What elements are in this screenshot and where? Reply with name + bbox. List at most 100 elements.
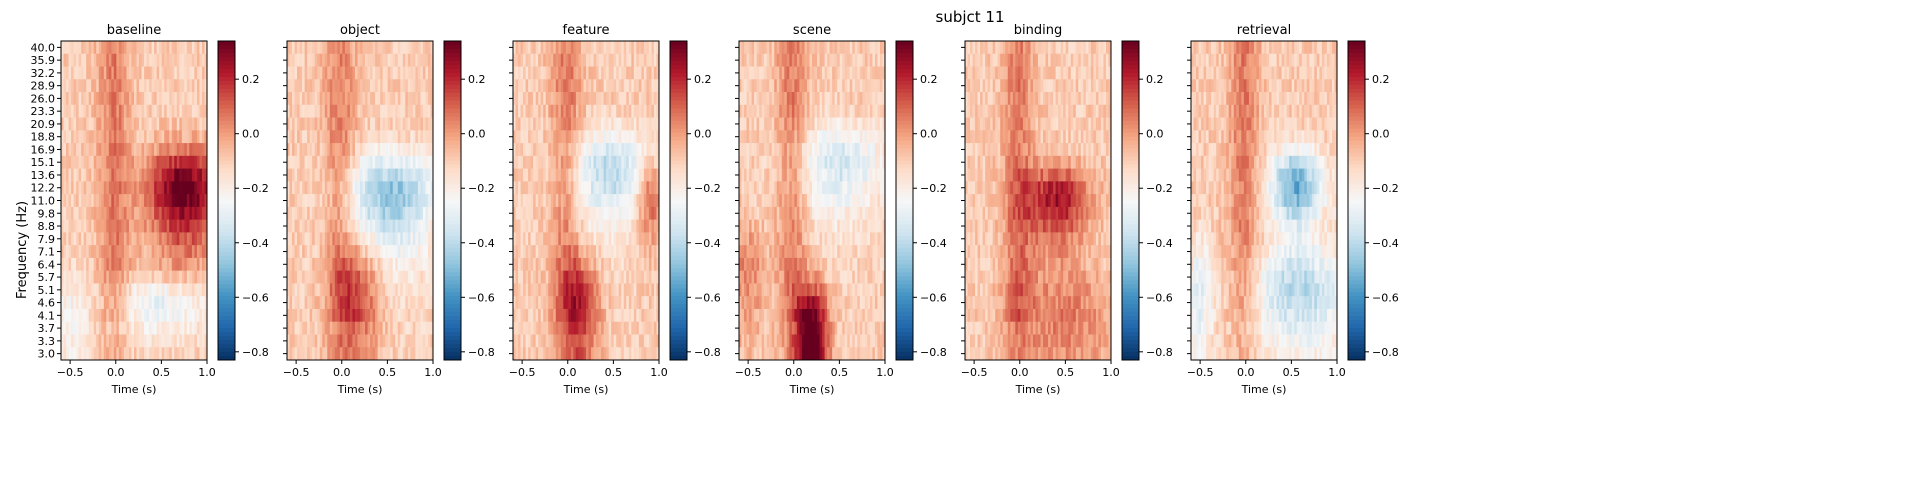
heatmap-cell — [570, 104, 574, 118]
heatmap-cell — [93, 308, 97, 323]
heatmap-cell — [174, 194, 178, 208]
heatmap-cell — [68, 347, 72, 361]
heatmap-cell — [741, 79, 745, 93]
heatmap-cell — [322, 334, 326, 348]
heatmap-cell — [134, 270, 137, 284]
heatmap-cell — [362, 143, 366, 157]
heatmap-cell — [141, 66, 145, 80]
heatmap-cell — [402, 232, 406, 246]
colorbar-segment — [444, 41, 461, 46]
heatmap-cell — [342, 296, 346, 310]
heatmap-cell — [136, 194, 140, 208]
heatmap-cell — [151, 194, 155, 208]
heatmap-cell — [400, 321, 404, 335]
heatmap-cell — [621, 245, 625, 259]
heatmap-cell — [377, 347, 381, 361]
heatmap-cell — [586, 104, 589, 118]
heatmap-cell — [525, 347, 529, 361]
heatmap-cell — [334, 219, 338, 233]
heatmap-cell — [515, 194, 519, 208]
heatmap-cell — [606, 168, 610, 182]
x-tick-label: 0.5 — [153, 366, 171, 379]
heatmap-cell — [575, 194, 579, 208]
heatmap-cell — [329, 347, 333, 361]
colorbar-segment — [670, 280, 687, 285]
heatmap-cell — [111, 41, 115, 55]
heatmap-cell — [412, 117, 416, 131]
heatmap-cell — [96, 194, 100, 208]
heatmap-cell — [812, 41, 815, 55]
heatmap-cell — [184, 334, 188, 348]
heatmap-cell — [643, 245, 647, 259]
heatmap-cell — [302, 257, 306, 272]
heatmap-cell — [568, 143, 572, 157]
heatmap-cell — [628, 194, 632, 208]
heatmap-cell — [309, 257, 313, 272]
heatmap-cell — [601, 232, 605, 246]
heatmap-cell — [543, 321, 547, 335]
heatmap-cell — [121, 168, 125, 182]
heatmap-cell — [513, 194, 516, 208]
heatmap-cell — [626, 104, 630, 118]
heatmap-cell — [427, 206, 431, 221]
heatmap-cell — [342, 194, 346, 208]
heatmap-cell — [586, 194, 589, 208]
heatmap-cell — [651, 245, 655, 259]
heatmap-cell — [199, 232, 203, 246]
heatmap-cell — [146, 130, 150, 144]
heatmap-cell — [402, 257, 406, 272]
colorbar-segment — [670, 232, 687, 237]
heatmap-cell — [646, 41, 650, 55]
heatmap-cell — [319, 283, 323, 297]
heatmap-cell — [779, 41, 783, 55]
heatmap-cell — [616, 143, 620, 157]
heatmap-cell — [179, 296, 183, 310]
heatmap-cell — [98, 283, 102, 297]
colorbar-segment — [218, 220, 235, 225]
heatmap-cell — [538, 194, 542, 208]
heatmap-cell — [420, 321, 424, 335]
heatmap-cell — [633, 245, 637, 259]
heatmap-cell — [420, 130, 424, 144]
heatmap-cell — [103, 181, 107, 195]
heatmap-cell — [201, 194, 205, 208]
heatmap-cell — [578, 232, 582, 246]
heatmap-cell — [68, 130, 72, 144]
heatmap-cell — [771, 53, 775, 67]
heatmap-cell — [628, 168, 632, 182]
heatmap-cell — [611, 194, 615, 208]
heatmap-cell — [287, 283, 290, 297]
heatmap-cell — [302, 155, 306, 169]
heatmap-cell — [417, 66, 421, 80]
heatmap-cell — [530, 168, 534, 182]
heatmap-cell — [558, 92, 562, 106]
heatmap-cell — [61, 296, 64, 310]
heatmap-cell — [573, 53, 577, 67]
colorbar-segment — [218, 308, 235, 313]
heatmap-cell — [636, 206, 640, 221]
heatmap-cell — [329, 270, 333, 284]
heatmap-cell — [563, 257, 567, 272]
heatmap-cell — [646, 308, 650, 323]
colorbar-segment — [670, 352, 687, 357]
heatmap-cell — [111, 53, 115, 67]
heatmap-cell — [83, 181, 87, 195]
heatmap-cell — [380, 270, 384, 284]
heatmap-cell — [390, 130, 394, 144]
heatmap-cell — [101, 257, 105, 272]
heatmap-cell — [103, 41, 107, 55]
heatmap-cell — [329, 168, 333, 182]
colorbar-segment — [218, 280, 235, 285]
heatmap-cell — [304, 130, 308, 144]
heatmap-cell — [103, 308, 107, 323]
heatmap-cell — [420, 79, 424, 93]
heatmap-cell — [123, 181, 127, 195]
heatmap-cell — [169, 321, 173, 335]
heatmap-cell — [533, 104, 537, 118]
heatmap-cell — [344, 79, 348, 93]
heatmap-cell — [806, 41, 810, 55]
heatmap-baseline — [61, 41, 208, 361]
heatmap-cell — [586, 296, 589, 310]
heatmap-cell — [108, 79, 112, 93]
heatmap-cell — [324, 194, 328, 208]
